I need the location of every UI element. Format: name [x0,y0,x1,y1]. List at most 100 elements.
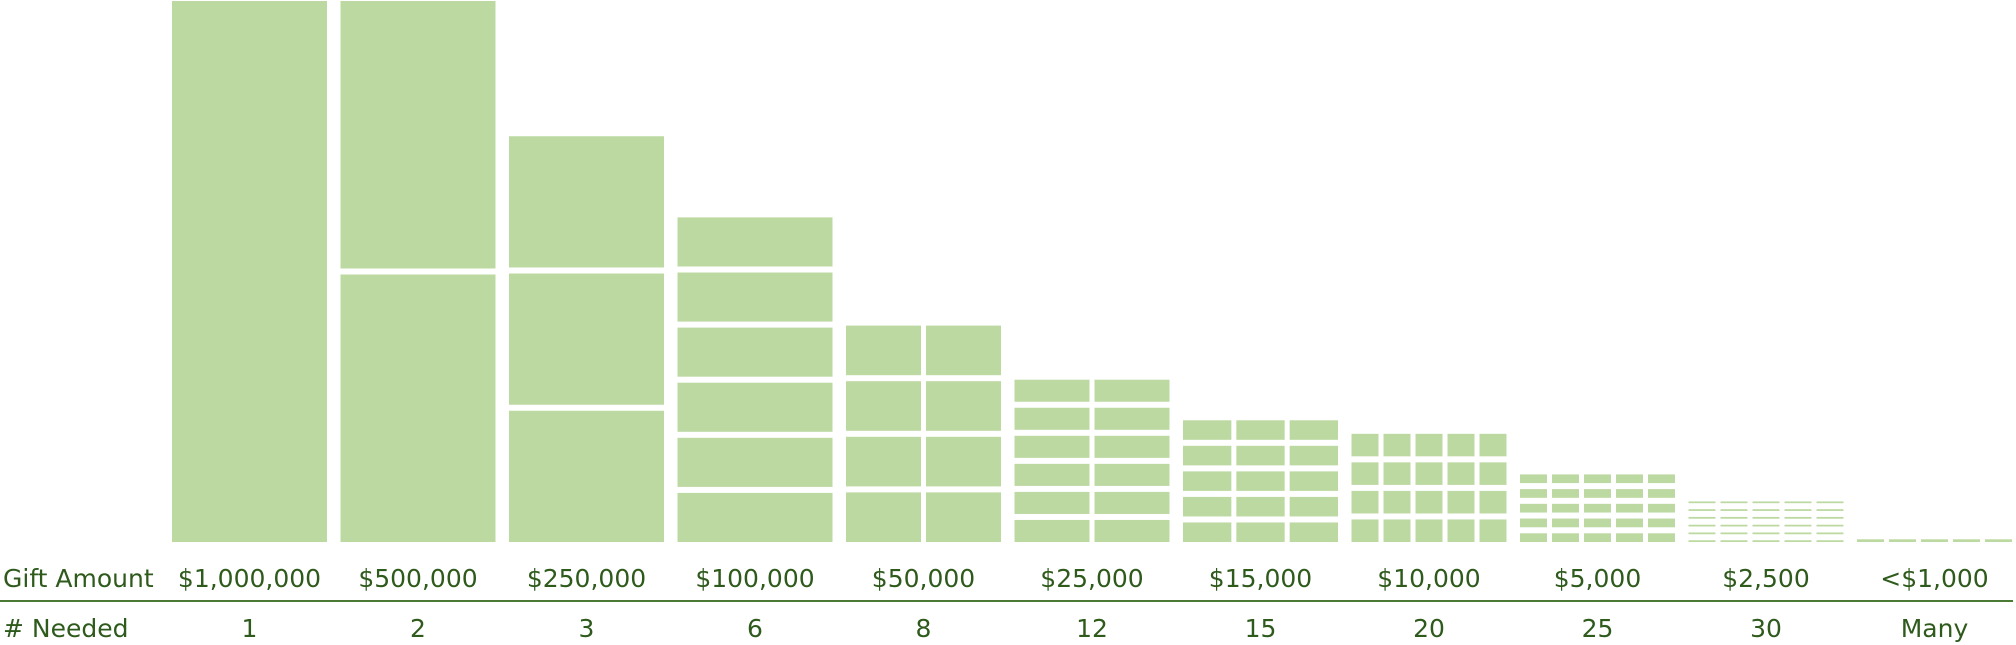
gift-cell [1289,522,1338,542]
gift-cell [1584,503,1611,513]
gift-cell [1014,379,1090,402]
gift-amount-label: $50,000 [871,564,976,593]
number-needed-row-label: # Needed [3,614,129,643]
gift-cell [1784,516,1812,519]
gift-amount-label: $1,000,000 [177,564,322,593]
gift-cell [1520,489,1547,498]
gift-cell [1784,509,1812,511]
gift-cell [1985,539,2012,542]
gift-cell [1688,501,1716,504]
gift-cell [846,325,921,376]
gift-cell [1183,522,1232,542]
gift-cell [1953,539,1980,542]
gift-cell [1921,539,1948,542]
gift-cell [1752,540,1780,542]
gift-cell [1289,471,1338,491]
gift-cell [926,325,1001,376]
gift-cell [1648,503,1675,513]
gift-cell [509,273,664,405]
gift-cell [1816,501,1844,504]
gift-cell [926,381,1001,431]
gift-cell [1094,491,1170,514]
gift-cell [677,492,833,542]
gift-cell [509,410,664,542]
gift-cell [1584,518,1611,528]
gift-cell [1236,471,1285,491]
gift-cell [1752,501,1780,504]
gift-cell [1520,503,1547,513]
gift-cell [1183,471,1232,491]
gift-cell [1351,490,1379,514]
gift-cell [1720,501,1748,504]
gift-cell [1520,474,1547,484]
gift-cell [1447,462,1475,485]
number-needed-label: 20 [1413,614,1445,643]
gift-amount-label: $250,000 [526,564,647,593]
gift-cell [1816,516,1844,519]
gift-cell [1616,518,1643,528]
gift-cell [1415,462,1443,485]
number-needed-label: 15 [1244,614,1277,643]
gift-cell [1236,445,1285,466]
gift-cell [1784,540,1812,542]
gift-cell [1752,516,1780,519]
gift-cell [1415,519,1443,542]
gift-cell [1014,519,1090,542]
number-needed-label: 2 [410,614,426,643]
gift-cell [1752,509,1780,511]
gift-cell [1014,491,1090,514]
gift-cell [1479,490,1507,514]
gift-cell [1383,462,1411,485]
gift-cell [1784,524,1812,527]
gift-cell [1816,540,1844,542]
gift-cell [1584,489,1611,498]
gift-cell [1094,435,1170,458]
gift-cell [1236,522,1285,542]
gift-cell [1688,516,1716,519]
gift-cell [1648,518,1675,528]
gift-cell [926,492,1001,542]
gift-cell [1351,433,1379,457]
gift-amount-label: $5,000 [1553,564,1642,593]
gift-cell [1688,532,1716,535]
gift-cell [1014,407,1090,430]
number-needed-label: Many [1900,614,1969,643]
gift-cell [1816,532,1844,535]
gift-cell [1383,519,1411,542]
gift-cell [1584,533,1611,542]
gift-cell [1479,433,1507,457]
gift-cell [1447,433,1475,457]
gift-cell [1688,524,1716,527]
gift-cell [1447,490,1475,514]
gift-cell [1552,474,1579,484]
number-needed-label: 25 [1581,614,1614,643]
gift-amount-row-label: Gift Amount [3,564,154,593]
gift-cell [846,436,921,487]
number-needed-label: 6 [747,614,763,643]
gift-amount-label: $100,000 [695,564,815,593]
gift-cell [1616,533,1643,542]
number-needed-label: 1 [241,614,258,643]
gift-amount-label: $500,000 [358,564,478,593]
gift-amount-label: $15,000 [1208,564,1313,593]
gift-cell [1183,420,1232,440]
gift-cell [1236,496,1285,517]
number-needed-label: 12 [1076,614,1108,643]
gift-cell [1688,540,1716,542]
gift-cell [677,217,833,267]
gift-cell [1552,518,1579,528]
gift-cell [677,382,833,432]
gift-cell [677,272,833,322]
gift-cell [1094,379,1170,402]
number-needed-label: 3 [578,614,595,643]
gift-cell [1094,407,1170,430]
gift-cell [1552,533,1579,542]
gift-cell [1094,463,1170,486]
gift-cell [1857,539,1884,542]
gift-cell [1752,524,1780,527]
gift-cell [1014,463,1090,486]
gift-cell [340,274,496,542]
gift-cell [677,437,833,487]
gift-cell [1816,524,1844,527]
gift-cell [1351,462,1379,485]
